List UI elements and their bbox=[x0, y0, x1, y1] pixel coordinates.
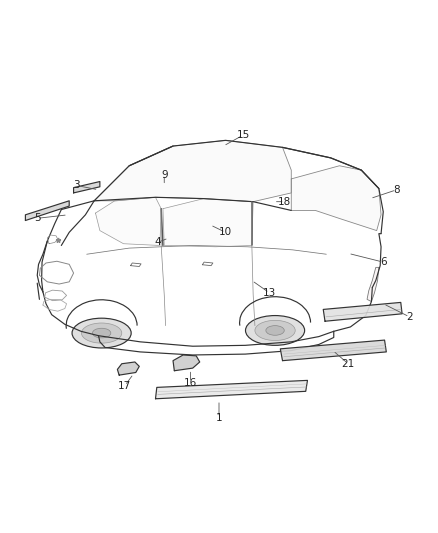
Polygon shape bbox=[280, 340, 386, 361]
Text: 4: 4 bbox=[154, 237, 161, 247]
Polygon shape bbox=[37, 192, 383, 355]
Ellipse shape bbox=[266, 326, 284, 335]
Text: 6: 6 bbox=[380, 257, 387, 267]
Ellipse shape bbox=[72, 318, 131, 348]
Text: 3: 3 bbox=[73, 181, 80, 190]
Ellipse shape bbox=[245, 316, 305, 345]
Text: 21: 21 bbox=[342, 359, 355, 369]
Polygon shape bbox=[163, 199, 253, 247]
Ellipse shape bbox=[255, 320, 295, 341]
Text: 10: 10 bbox=[219, 228, 232, 237]
Text: 17: 17 bbox=[118, 381, 131, 391]
Text: 16: 16 bbox=[184, 377, 197, 387]
Ellipse shape bbox=[81, 323, 122, 343]
Text: 8: 8 bbox=[393, 185, 400, 195]
Ellipse shape bbox=[92, 328, 111, 338]
Polygon shape bbox=[323, 302, 402, 321]
Text: 9: 9 bbox=[161, 169, 168, 180]
Text: 18: 18 bbox=[278, 197, 291, 207]
Text: 1: 1 bbox=[215, 413, 223, 423]
Polygon shape bbox=[25, 201, 69, 221]
Text: 15: 15 bbox=[237, 130, 250, 140]
Text: 5: 5 bbox=[34, 213, 41, 223]
Polygon shape bbox=[367, 268, 379, 302]
Polygon shape bbox=[155, 381, 307, 399]
Polygon shape bbox=[74, 182, 100, 193]
Polygon shape bbox=[117, 362, 139, 375]
Text: 13: 13 bbox=[263, 288, 276, 298]
Polygon shape bbox=[173, 355, 200, 371]
Polygon shape bbox=[94, 140, 291, 201]
Polygon shape bbox=[291, 166, 381, 231]
Polygon shape bbox=[95, 197, 161, 246]
Text: 2: 2 bbox=[406, 312, 413, 322]
